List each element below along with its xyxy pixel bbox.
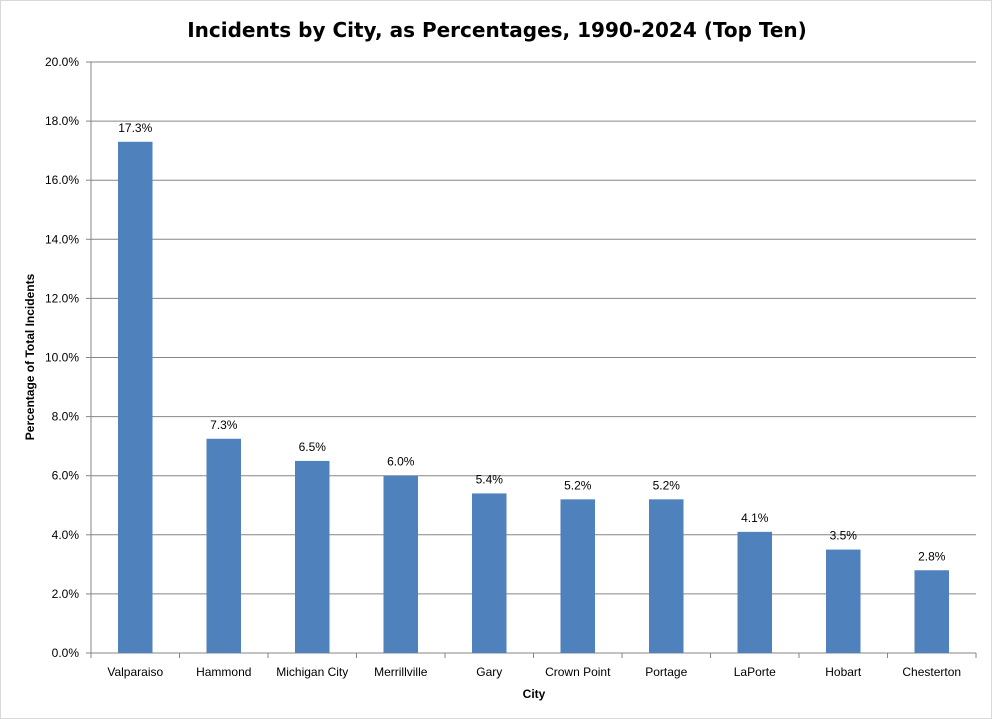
data-label: 3.5% <box>830 529 858 543</box>
bar <box>117 141 153 653</box>
chart-title: Incidents by City, as Percentages, 1990-… <box>187 18 807 42</box>
y-tick-label: 4.0% <box>52 528 80 542</box>
bar <box>383 475 419 653</box>
x-axis-title: City <box>523 687 546 701</box>
x-axis-ticks: Valparaiso Hammond Michigan City Merrillvil… <box>90 653 977 679</box>
y-tick-label: 20.0% <box>45 55 79 69</box>
x-tick-label: LaPorte <box>734 665 776 679</box>
y-tick-label: 14.0% <box>45 232 79 246</box>
data-labels: 17.3% 7.3% 6.5% 6.0% 5.4% 5.2% 5.2% 4.1% 3.5% 2.8… <box>118 121 946 563</box>
x-tick-label: Merrillville <box>374 665 428 679</box>
y-tick-label: 16.0% <box>45 173 79 187</box>
data-label: 6.5% <box>299 440 327 454</box>
data-label: 4.1% <box>741 511 769 525</box>
data-label: 5.4% <box>476 472 504 486</box>
data-label: 17.3% <box>118 121 152 135</box>
y-tick-label: 8.0% <box>52 410 80 424</box>
y-tick-label: 12.0% <box>45 291 79 305</box>
x-tick-label: Gary <box>476 665 502 679</box>
x-tick-label: Crown Point <box>545 665 611 679</box>
bar <box>648 499 684 653</box>
y-tick-label: 6.0% <box>52 469 80 483</box>
x-tick-label: Valparaiso <box>107 665 163 679</box>
y-tick-label: 10.0% <box>45 351 79 365</box>
y-axis-title: Percentage of Total Incidents <box>23 273 37 440</box>
data-label: 5.2% <box>653 478 681 492</box>
data-label: 6.0% <box>387 455 415 469</box>
x-tick-label: Portage <box>645 665 687 679</box>
data-label: 5.2% <box>564 478 592 492</box>
data-label: 7.3% <box>210 418 238 432</box>
x-tick-label: Michigan City <box>276 665 348 679</box>
bars <box>117 141 950 653</box>
x-tick-label: Hobart <box>825 665 862 679</box>
bar <box>294 460 330 653</box>
x-tick-label: Chesterton <box>902 665 961 679</box>
bar <box>560 499 596 653</box>
bar <box>737 531 773 653</box>
bar <box>825 549 861 653</box>
y-tick-label: 18.0% <box>45 114 79 128</box>
y-tick-label: 0.0% <box>52 646 80 660</box>
y-axis-ticks: 0.0% 2.0% 4.0% 6.0% 8.0% 10.0% 12.0% 14.0% 16.0%… <box>45 55 91 660</box>
bar <box>914 570 950 653</box>
x-tick-label: Hammond <box>196 665 251 679</box>
bar <box>206 438 242 653</box>
y-tick-label: 2.0% <box>52 587 80 601</box>
bar <box>471 493 507 653</box>
data-label: 2.8% <box>918 549 946 563</box>
